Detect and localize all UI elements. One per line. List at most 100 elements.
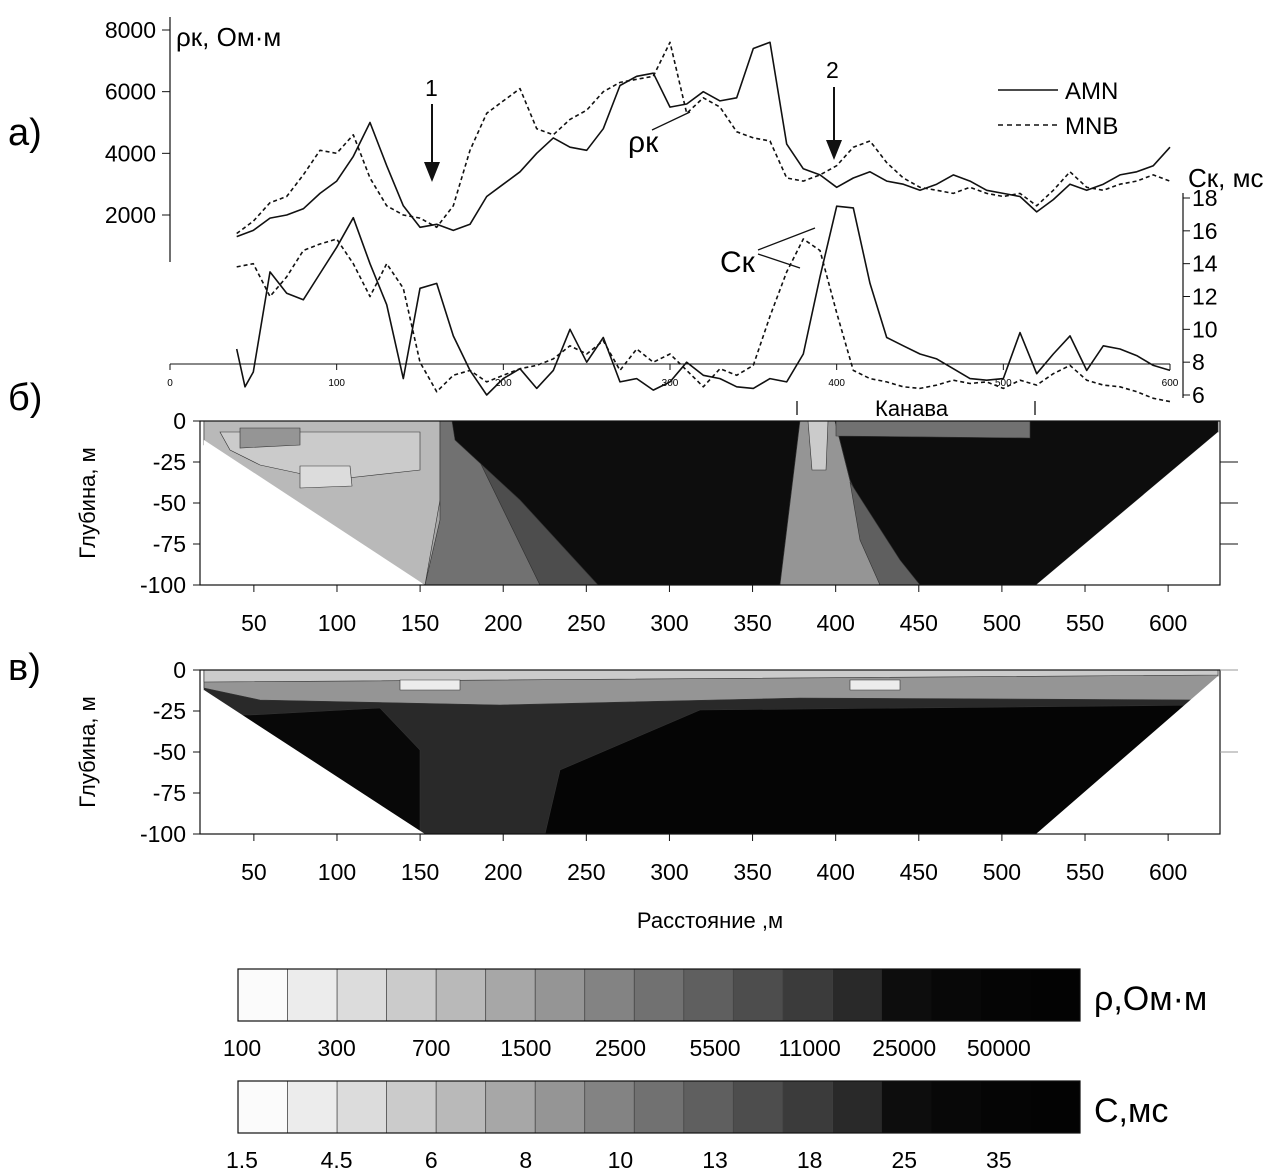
right-y-tick-label: 18: [1192, 185, 1218, 211]
left-dark-patch: [239, 427, 301, 449]
section-x-tick-label: 400: [816, 610, 854, 636]
scale-swatch: [237, 968, 289, 1022]
scale-swatch: [931, 1081, 982, 1133]
profile-x-tick-label: 300: [662, 378, 679, 389]
scale-tick-label: 8: [519, 1147, 532, 1171]
resistivity-scale-title: ρ,Ом·м: [1094, 980, 1207, 1018]
scale-swatch: [782, 968, 834, 1022]
right-y-tick-label: 6: [1192, 382, 1205, 408]
section-x-tick-label: 500: [983, 859, 1021, 885]
depth-tick-label: -50: [153, 490, 186, 516]
x-axis-label: Расстояние ,м: [637, 908, 783, 933]
section-x-tick-label: 350: [733, 859, 771, 885]
depth-tick-label: -75: [153, 780, 186, 806]
scale-swatch: [336, 968, 388, 1022]
panel-a-label: а): [8, 112, 42, 154]
right-y-tick-label: 10: [1192, 316, 1218, 342]
scale-tick-label: 300: [317, 1035, 355, 1061]
left-y-tick-label: 6000: [105, 79, 156, 105]
right-y-tick-label: 8: [1192, 349, 1205, 375]
profile-x-tick-label: 200: [495, 378, 512, 389]
section-x-tick-label: 300: [650, 859, 688, 885]
resistivity-scale-swatches: [237, 968, 1081, 1022]
c-k-pointer-1: [757, 227, 816, 251]
depth-ticks-b: 0 -25 -50 -75 -100: [140, 408, 200, 598]
section-x-tick-label: 150: [401, 610, 439, 636]
section-x-tick-label: 600: [1149, 610, 1187, 636]
scale-swatch: [831, 1080, 883, 1134]
panel-b-label: б): [8, 377, 42, 419]
legend-label-amn: AMN: [1065, 78, 1118, 105]
c-k-pointer-2: [757, 253, 801, 269]
right-blank-triangle: [1036, 432, 1218, 585]
chargeability-scale-title: C,мс: [1094, 1092, 1168, 1130]
section-x-tick-label: 50: [241, 610, 267, 636]
section-x-tick-label: 100: [318, 859, 356, 885]
depth-tick-label: 0: [173, 408, 186, 434]
legend: AMN MNB: [998, 78, 1118, 140]
scale-swatch: [534, 1080, 586, 1134]
right-y-tick-label: 16: [1192, 218, 1218, 244]
scale-tick-label: 11000: [779, 1035, 841, 1061]
section-x-tick-label: 250: [567, 610, 605, 636]
transition-zone-left: [424, 421, 541, 585]
right-y-axis-label: Cк, мс: [1188, 163, 1263, 193]
scale-swatch: [633, 968, 685, 1022]
scale-tick-label: 50000: [967, 1035, 1031, 1061]
section-x-tick-label: 200: [484, 610, 522, 636]
right-y-tick-label: 12: [1192, 284, 1218, 310]
scale-tick-label: 25: [891, 1147, 917, 1171]
x-ticks-profile: 0 100 200 300 400 500 600: [167, 364, 1179, 389]
section-x-tick-label: 550: [1066, 610, 1104, 636]
chargeability-color-scale: 1.5 4.5 6 8 10 13 18 25 35 C,мс: [226, 1080, 1168, 1171]
scale-tick-label: 1.5: [226, 1147, 258, 1171]
dark-body-left: [451, 421, 801, 585]
left-blank-triangle: [204, 440, 425, 585]
profile-x-tick-label: 100: [328, 378, 345, 389]
series-line-amn-rho: [236, 41, 1171, 238]
arrow-2-label: 2: [826, 57, 839, 83]
section-x-tick-label: 600: [1149, 859, 1187, 885]
right-y-tick-label: 14: [1192, 251, 1218, 277]
x-ticks-c: 50 100 150 200 250 300 350 400 450 500 550 600: [241, 834, 1187, 885]
left-blank-triangle: [204, 690, 425, 834]
scale-swatch: [782, 1080, 834, 1134]
scale-swatch: [1030, 1081, 1081, 1133]
scale-swatch: [1030, 969, 1081, 1021]
scale-tick-label: 25000: [872, 1035, 936, 1061]
surface-light-lens-2: [849, 679, 901, 691]
resistivity-color-scale: 100 300 700 1500 2500 5500 11000 25000 50000 ρ,О…: [223, 968, 1207, 1061]
section-x-tick-label: 100: [318, 610, 356, 636]
scale-swatch: [237, 1080, 289, 1134]
panel-c-label: в): [8, 647, 41, 689]
series-line-mnb-rho: [236, 41, 1171, 235]
scale-swatch: [485, 968, 537, 1022]
scale-tick-label: 5500: [689, 1035, 740, 1061]
rho-k-annotation: ρк: [628, 126, 659, 159]
profile-x-tick-label: 500: [995, 378, 1012, 389]
scale-swatch: [881, 969, 932, 1021]
scale-swatch: [732, 968, 784, 1022]
depth-axis-label-b: Глубина, м: [75, 447, 100, 558]
scale-tick-label: 700: [412, 1035, 450, 1061]
scale-tick-label: 2500: [595, 1035, 646, 1061]
section-x-tick-label: 450: [900, 859, 938, 885]
depth-axis-label-c: Глубина, м: [75, 696, 100, 807]
scale-swatch: [386, 1080, 438, 1134]
depth-tick-label: -100: [140, 821, 186, 847]
central-light-spike: [807, 421, 829, 471]
depth-tick-label: -50: [153, 739, 186, 765]
scale-swatch: [584, 1080, 636, 1134]
panel-c-chargeability-section: в) 0 -25 -50 -75 -100 Глубина, м 50 100 150 200…: [8, 647, 1238, 933]
section-x-tick-label: 250: [567, 859, 605, 885]
profile-x-tick-label: 0: [167, 378, 173, 389]
scale-swatch: [485, 1080, 537, 1134]
legend-label-mnb: MNB: [1065, 113, 1118, 140]
depth-tick-label: -75: [153, 531, 186, 557]
series-line-mnb-c: [236, 238, 1171, 403]
right-y-ticks: 6 8 10 12 14 16 18: [1183, 185, 1218, 408]
right-blank-triangle: [1036, 676, 1218, 834]
left-light-lens: [299, 465, 353, 489]
